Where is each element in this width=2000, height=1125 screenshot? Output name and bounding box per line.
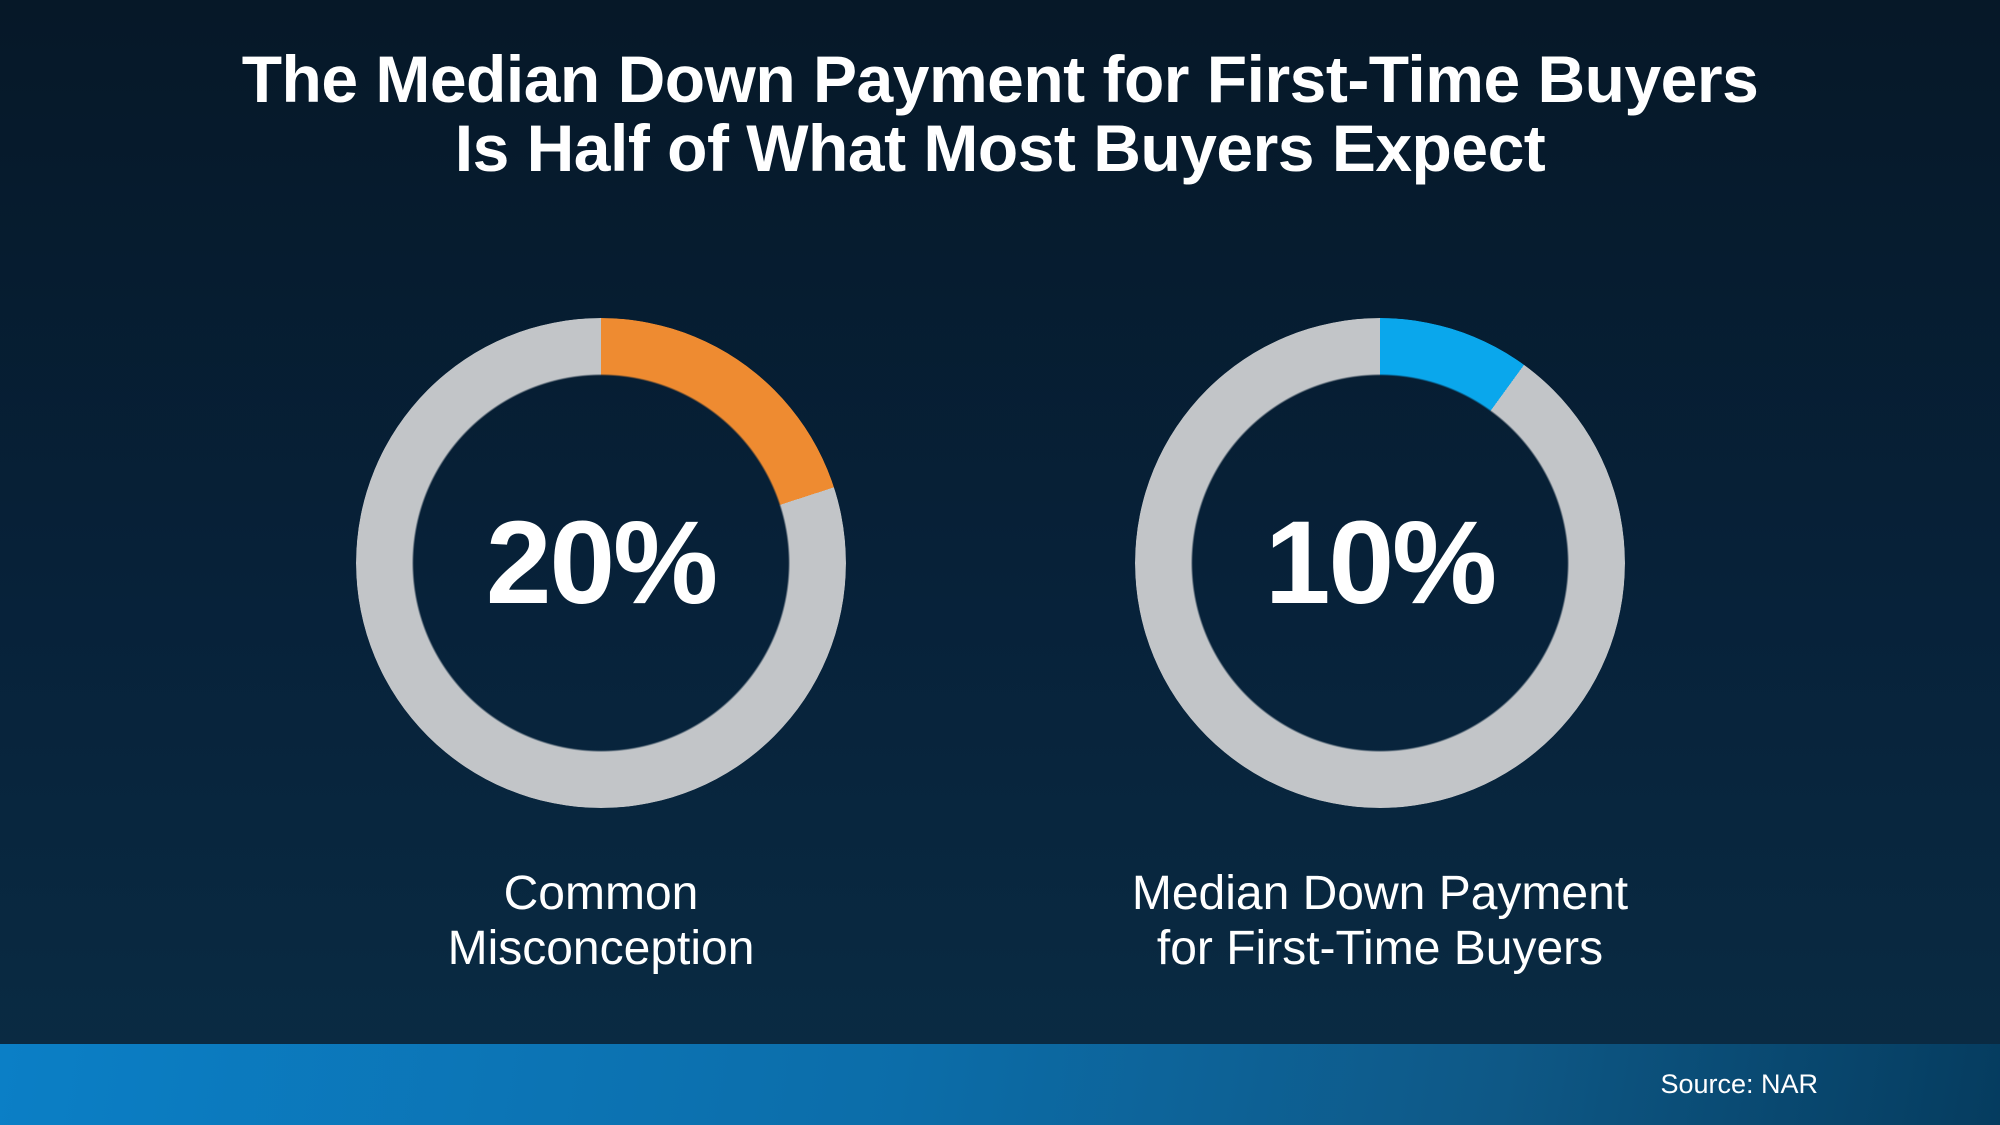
donut-ring-misconception — [356, 318, 846, 808]
donut-label: Common Misconception — [447, 867, 755, 976]
donut-center-value: 20% — [485, 497, 718, 629]
source-attribution: Source: NAR — [1660, 1069, 1818, 1099]
chart-title: The Median Down Payment for First-Time B… — [241, 42, 1759, 186]
donut-chart-median-down-payment: 10% Median Down Payment for First-Time B… — [1131, 318, 1629, 976]
donut-label: Median Down Payment for First-Time Buyer… — [1131, 867, 1629, 976]
donut-ring-median-down-payment — [1135, 318, 1625, 808]
donut-chart-common-misconception: 20% Common Misconception — [356, 318, 846, 976]
footer-bar: Source: NAR — [0, 1044, 2000, 1125]
donut-center-value: 10% — [1264, 497, 1497, 629]
